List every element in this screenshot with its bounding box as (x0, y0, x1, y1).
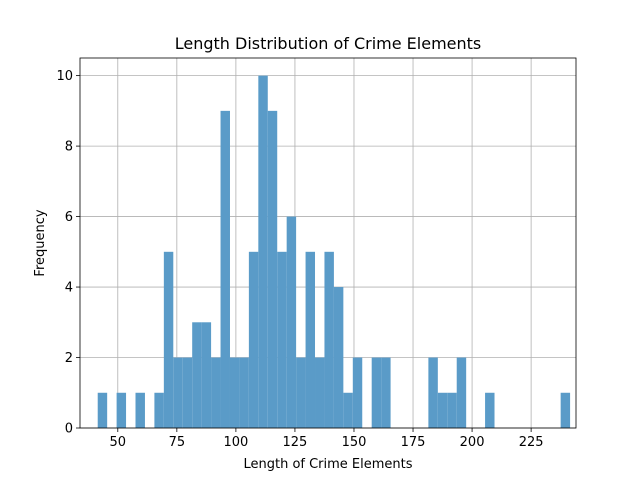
histogram-bar (447, 392, 457, 428)
x-tick-label: 200 (460, 435, 485, 450)
histogram-bar (201, 322, 212, 428)
x-tick-label: 225 (519, 435, 544, 450)
x-tick-label: 175 (401, 435, 426, 450)
histogram-bar (173, 357, 183, 428)
histogram-bar (192, 322, 202, 428)
histogram-bar (437, 392, 448, 428)
x-tick-label: 100 (223, 435, 248, 450)
histogram-bar (343, 392, 353, 428)
histogram-bar (485, 392, 495, 428)
histogram-bar (258, 75, 268, 428)
histogram-bar (324, 251, 334, 428)
histogram-bar (97, 392, 108, 428)
y-tick-label: 8 (65, 140, 73, 155)
x-axis-ticks: 50 75 100 125 150 175 200 225 (110, 428, 544, 450)
histogram-bar (229, 357, 240, 428)
histogram-bar (220, 110, 230, 428)
histogram-bar (248, 251, 259, 428)
histogram-bar (333, 287, 344, 428)
y-axis-ticks: 0 2 4 6 8 10 (56, 69, 80, 437)
histogram-bar (305, 251, 316, 428)
y-tick-label: 4 (65, 281, 73, 296)
histogram-bar (154, 392, 164, 428)
histogram-bar (371, 357, 382, 428)
x-tick-label: 125 (283, 435, 308, 450)
histogram-bar (456, 357, 467, 428)
grid-lines (80, 58, 576, 429)
x-tick-label: 150 (342, 435, 367, 450)
histogram-bar (277, 251, 287, 428)
x-tick-label: 50 (110, 435, 127, 450)
y-tick-label: 10 (56, 69, 73, 84)
x-axis-label: Length of Crime Elements (243, 457, 412, 472)
histogram-bar (239, 357, 249, 428)
histogram-bar (211, 357, 221, 428)
x-tick-label: 75 (169, 435, 186, 450)
histogram-bar (296, 357, 306, 428)
histogram-bar (182, 357, 193, 428)
histogram-bar (163, 251, 174, 428)
histogram-bar (428, 357, 438, 428)
chart-title: Length Distribution of Crime Elements (175, 34, 482, 53)
y-tick-label: 6 (65, 210, 73, 225)
histogram-bar (286, 216, 297, 428)
histogram-bar (135, 392, 145, 428)
histogram-bar (116, 392, 127, 428)
y-tick-label: 2 (65, 351, 73, 366)
histogram-bar (315, 357, 325, 428)
histogram-bar (267, 110, 278, 428)
histogram-bar (560, 392, 571, 428)
y-axis-label: Frequency (33, 209, 48, 276)
plot-frame (79, 57, 577, 429)
y-tick-label: 0 (65, 422, 73, 437)
histogram-bars (97, 75, 571, 428)
histogram-bar (352, 357, 363, 428)
histogram-bar (381, 357, 391, 428)
